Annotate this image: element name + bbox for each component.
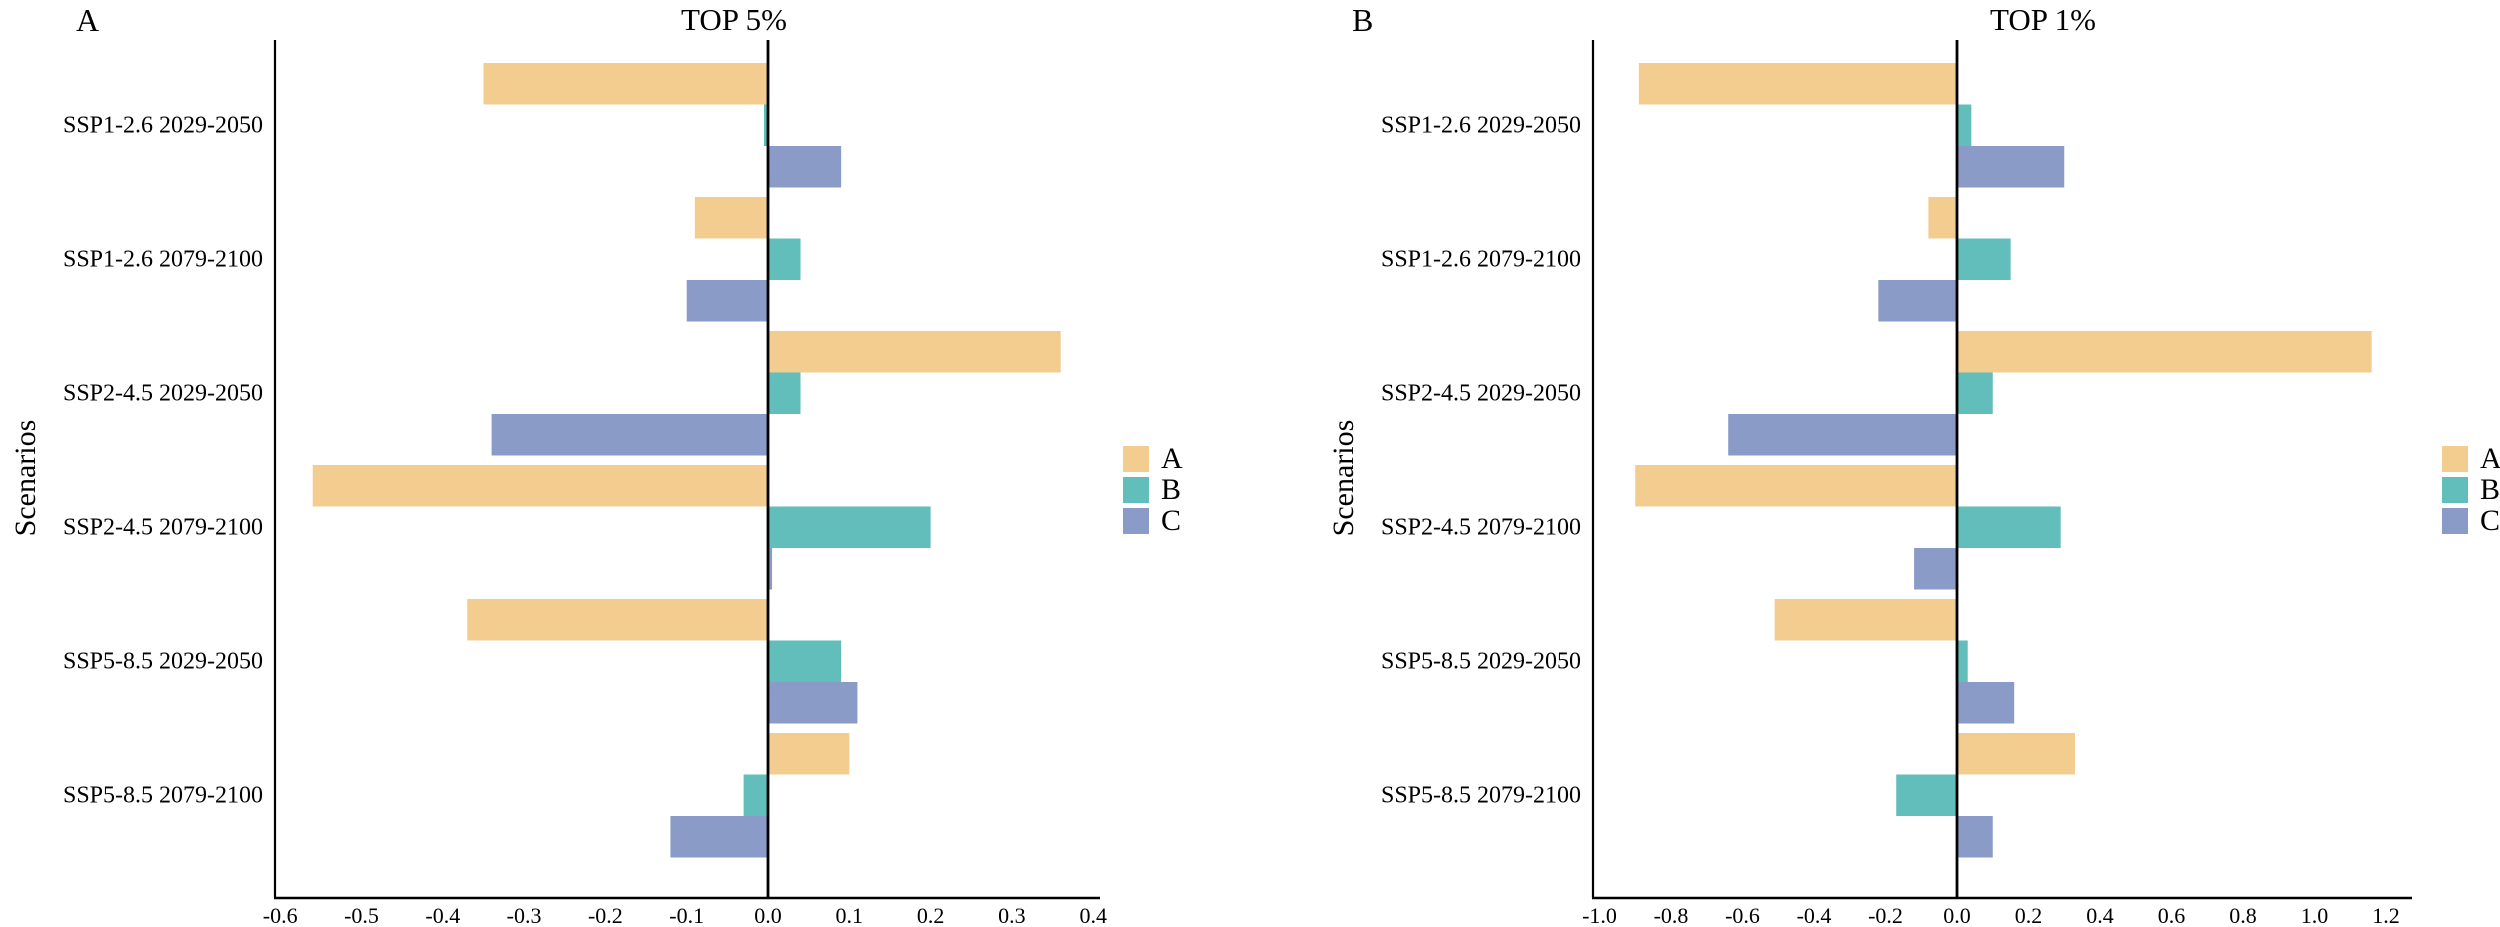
legend-swatch-B: [2442, 477, 2468, 503]
bar-C-4: [768, 682, 858, 724]
bar-A-4: [467, 599, 768, 641]
bar-C-4: [1957, 682, 2015, 724]
bar-A-5: [768, 733, 850, 775]
category-label: SSP2-4.5 2079-2100: [1381, 514, 1581, 540]
legend-label-B: B: [1161, 473, 1182, 506]
legend-label-C: C: [1161, 504, 1182, 537]
bar-B-5: [743, 774, 768, 816]
x-tick-label: 0.6: [2158, 903, 2186, 927]
legend-swatch-C: [2442, 508, 2468, 534]
panel-a-letter: A: [76, 2, 100, 38]
bar-C-5: [670, 816, 768, 858]
x-tick-label: 0.0: [1943, 903, 1971, 927]
x-tick-label: -0.2: [1868, 903, 1903, 927]
legend-entry-B: B: [2442, 473, 2500, 506]
bar-C-0: [768, 146, 842, 188]
x-tick-label: -0.6: [1725, 903, 1760, 927]
bar-A-3: [312, 465, 768, 507]
bar-A-0: [1638, 63, 1957, 105]
category-label: SSP2-4.5 2029-2050: [1381, 380, 1581, 406]
bar-C-3: [1914, 548, 1957, 590]
x-tick-label: 1.2: [2372, 903, 2400, 927]
x-tick-label: -0.2: [588, 903, 623, 927]
x-tick-label: -0.4: [1797, 903, 1832, 927]
legend-swatch-A: [1123, 446, 1149, 472]
x-tick-label: 0.2: [917, 903, 945, 927]
bar-C-2: [491, 414, 768, 456]
bar-A-5: [1957, 733, 2075, 775]
category-label: SSP5-8.5 2079-2100: [1381, 782, 1581, 808]
bar-A-2: [768, 331, 1061, 373]
category-label: SSP5-8.5 2029-2050: [1381, 648, 1581, 674]
bar-B-4: [1957, 640, 1968, 682]
legend-entry-C: C: [2442, 504, 2500, 537]
category-label: SSP1-2.6 2029-2050: [63, 112, 263, 138]
x-tick-label: 1.0: [2301, 903, 2329, 927]
x-tick-label: 0.4: [1079, 903, 1107, 927]
bar-A-1: [1928, 197, 1957, 239]
category-label: SSP5-8.5 2029-2050: [63, 648, 263, 674]
legend-label-A: A: [1161, 442, 1183, 475]
category-label: SSP1-2.6 2079-2100: [63, 246, 263, 272]
legend-swatch-C: [1123, 508, 1149, 534]
bar-C-0: [1957, 146, 2065, 188]
legend-entry-A: A: [2442, 442, 2500, 475]
x-tick-label: -0.6: [263, 903, 298, 927]
bar-C-3: [768, 548, 773, 590]
x-tick-label: 0.2: [2015, 903, 2043, 927]
bar-B-0: [763, 104, 768, 146]
bar-B-5: [1896, 774, 1957, 816]
x-tick-label: -0.4: [425, 903, 460, 927]
legend-label-C: C: [2480, 504, 2500, 537]
bar-A-0: [483, 63, 768, 105]
panel-b-y-axis-title: Scenarios: [1327, 419, 1360, 537]
x-tick-label: -0.3: [507, 903, 542, 927]
legend-swatch-B: [1123, 477, 1149, 503]
category-label: SSP2-4.5 2029-2050: [63, 380, 263, 406]
x-tick-label: 0.4: [2086, 903, 2114, 927]
panel-a-title: TOP 5%: [681, 2, 787, 37]
x-tick-label: 0.1: [836, 903, 864, 927]
bar-C-5: [1957, 816, 1993, 858]
panel-b-letter: B: [1352, 2, 1374, 38]
legend-label-B: B: [2480, 473, 2500, 506]
legend-label-A: A: [2480, 442, 2500, 475]
x-tick-label: -0.5: [344, 903, 379, 927]
bar-B-2: [1957, 372, 1993, 414]
x-tick-label: 0.8: [2229, 903, 2257, 927]
bar-B-3: [768, 506, 931, 548]
bar-C-2: [1728, 414, 1957, 456]
x-tick-label: -1.0: [1582, 903, 1617, 927]
bar-A-2: [1957, 331, 2372, 373]
panel-b-title: TOP 1%: [1990, 2, 2096, 37]
category-label: SSP1-2.6 2079-2100: [1381, 246, 1581, 272]
panel-a-y-axis-title: Scenarios: [9, 419, 42, 537]
bar-B-2: [768, 372, 801, 414]
legend-entry-A: A: [1123, 442, 1183, 475]
category-label: SSP2-4.5 2079-2100: [63, 514, 263, 540]
category-label: SSP1-2.6 2029-2050: [1381, 112, 1581, 138]
bar-A-1: [694, 197, 768, 239]
x-tick-label: -0.8: [1654, 903, 1689, 927]
bar-B-4: [768, 640, 842, 682]
category-label: SSP5-8.5 2079-2100: [63, 782, 263, 808]
bar-A-3: [1635, 465, 1957, 507]
legend-swatch-A: [2442, 446, 2468, 472]
x-tick-label: 0.0: [754, 903, 782, 927]
bar-A-4: [1774, 599, 1957, 641]
bar-B-1: [1957, 238, 2011, 280]
bar-B-1: [768, 238, 801, 280]
bar-C-1: [686, 280, 768, 322]
bar-B-0: [1957, 104, 1972, 146]
legend-entry-B: B: [1123, 473, 1183, 506]
bar-B-3: [1957, 506, 2061, 548]
x-tick-label: 0.3: [998, 903, 1026, 927]
bar-C-1: [1878, 280, 1957, 322]
x-tick-label: -0.1: [669, 903, 704, 927]
legend-entry-C: C: [1123, 504, 1183, 537]
